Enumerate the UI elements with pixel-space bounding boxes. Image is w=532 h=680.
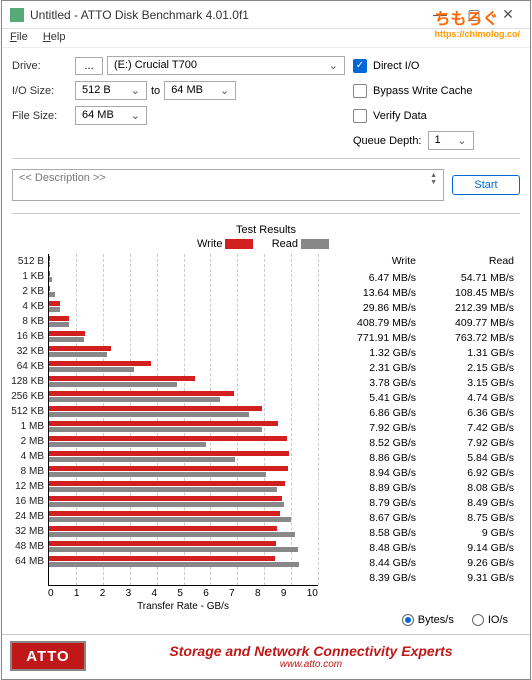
footer-text: Storage and Network Connectivity Experts…: [100, 643, 522, 670]
ios-radio[interactable]: IO/s: [472, 614, 508, 626]
app-icon: [10, 8, 24, 22]
io-to-select[interactable]: 64 MB⌄: [164, 81, 236, 100]
drive-label: Drive:: [12, 60, 67, 72]
drive-browse-button[interactable]: ...: [75, 57, 103, 75]
menu-file[interactable]: File: [10, 31, 28, 43]
maximize-button[interactable]: ▢: [460, 6, 488, 23]
results-panel: Test Results Write Read 512 B1 KB2 KB4 K…: [2, 220, 530, 634]
io-to-label: to: [151, 85, 160, 97]
close-button[interactable]: ✕: [494, 6, 522, 23]
chart-bars: [48, 254, 318, 586]
io-from-select[interactable]: 512 B⌄: [75, 81, 147, 100]
results-title: Test Results: [10, 224, 522, 236]
read-column: Read 54.71 MB/s108.45 MB/s212.39 MB/s409…: [424, 254, 522, 586]
direct-io-checkbox[interactable]: ✓Direct I/O: [353, 59, 520, 73]
chart-ylabels: 512 B1 KB2 KB4 KB8 KB16 KB32 KB64 KB128 …: [10, 254, 48, 586]
title-bar: Untitled - ATTO Disk Benchmark 4.01.0f1 …: [2, 1, 530, 29]
bytes-radio[interactable]: Bytes/s: [402, 614, 454, 626]
minimize-button[interactable]: —: [426, 6, 454, 23]
start-button[interactable]: Start: [452, 175, 520, 195]
config-panel: Drive: ... (E:) Crucial T700⌄ ✓Direct I/…: [2, 48, 530, 152]
chart-xaxis: 012345678910: [48, 586, 318, 599]
file-size-select[interactable]: 64 MB⌄: [75, 106, 147, 125]
bypass-checkbox[interactable]: Bypass Write Cache: [353, 84, 520, 98]
description-box[interactable]: << Description >> ▲▼: [12, 169, 444, 201]
verify-checkbox[interactable]: Verify Data: [353, 109, 520, 123]
menu-help[interactable]: Help: [43, 31, 66, 43]
drive-select[interactable]: (E:) Crucial T700⌄: [107, 56, 345, 75]
window-title: Untitled - ATTO Disk Benchmark 4.01.0f1: [30, 8, 426, 22]
chart-legend: Write Read: [10, 238, 522, 250]
atto-logo: ATTO: [10, 641, 86, 671]
app-window: ちもろぐ https://chimolog.co/ Untitled - ATT…: [1, 0, 531, 680]
io-size-label: I/O Size:: [12, 85, 67, 97]
queue-depth-select[interactable]: 1⌄: [428, 131, 474, 150]
write-column: Write 6.47 MB/s13.64 MB/s29.86 MB/s408.7…: [326, 254, 424, 586]
queue-depth-label: Queue Depth:: [353, 135, 422, 147]
file-size-label: File Size:: [12, 110, 67, 122]
chart-xlabel: Transfer Rate - GB/s: [48, 601, 318, 612]
menu-bar: File Help: [2, 29, 530, 48]
